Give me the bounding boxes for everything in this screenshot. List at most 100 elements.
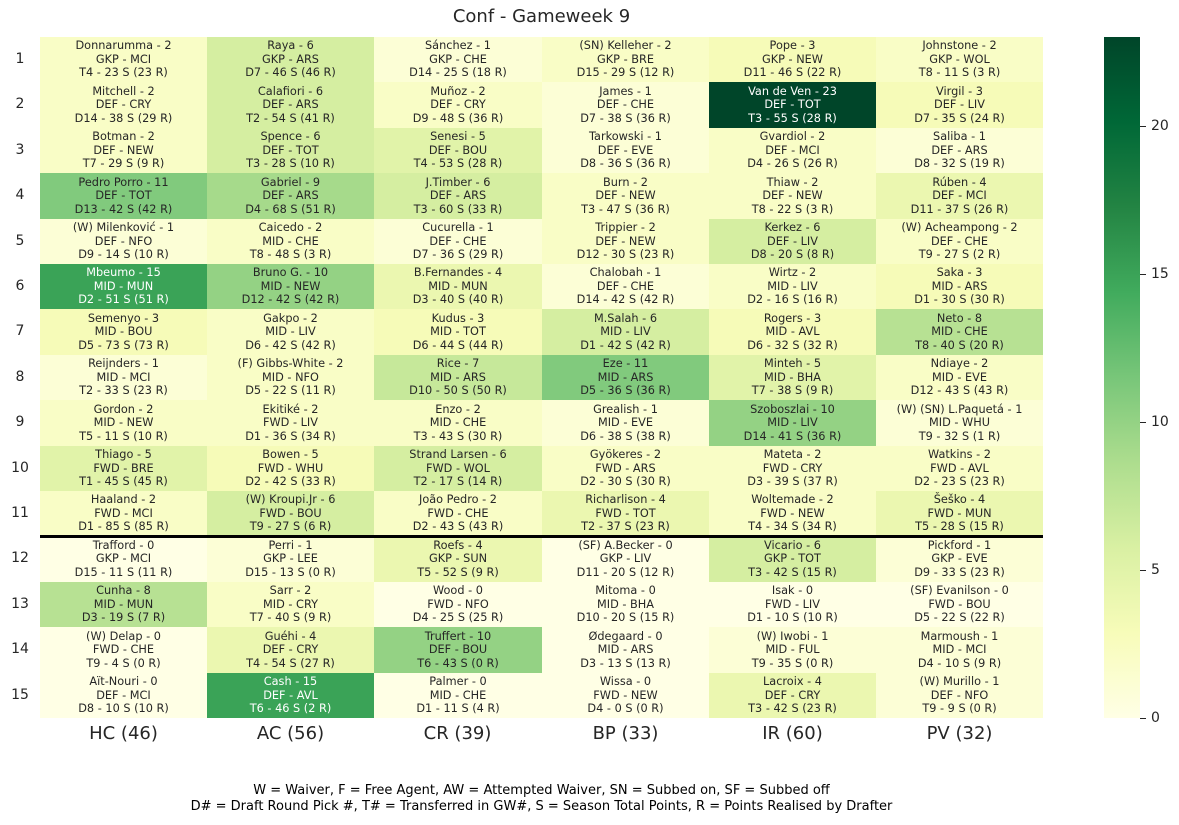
colorbar-tick-label: 20: [1151, 118, 1169, 134]
cell-text-line: T6 - 43 S (0 R): [417, 656, 499, 670]
cell-text-line: D13 - 42 S (42 R): [74, 202, 173, 216]
cell-text-line: T7 - 38 S (9 R): [751, 384, 834, 398]
cell-text-line: D12 - 43 S (43 R): [910, 384, 1009, 398]
heatmap-cell: (W) Kroupi.Jr - 6 FWD - BOU T9 - 27 S (6 R…: [207, 491, 374, 536]
cell-text-line: DEF - ARS: [429, 189, 487, 203]
row-label: 12: [11, 550, 29, 566]
cell-text-line: DEF - TOT: [262, 143, 319, 157]
cell-text-line: GKP - MCI: [95, 52, 152, 66]
cell-text-line: Pedro Porro - 11: [78, 175, 169, 189]
cell-text-line: Chalobah - 1: [589, 266, 662, 280]
heatmap-cell: Pope - 3 GKP - NEW D11 - 46 S (22 R): [709, 37, 876, 82]
cell-text: (W) Kroupi.Jr - 6 FWD - BOU T9 - 27 S (6 R…: [246, 493, 336, 534]
cell-text-line: GKP - LIV: [599, 552, 652, 566]
cell-text-line: T3 - 55 S (28 R): [748, 111, 837, 125]
cell-text-line: GKP - TOT: [764, 552, 821, 566]
heatmap-cell: Palmer - 0 MID - CHE D1 - 11 S (4 R): [374, 673, 542, 718]
heatmap-cell: Truffert - 10 DEF - BOU T6 - 43 S (0 R): [374, 627, 542, 673]
cell-text-line: D7 - 36 S (29 R): [412, 248, 504, 262]
cell-text-line: Gakpo - 2: [263, 311, 318, 325]
cell-text-line: Palmer - 0: [429, 675, 487, 689]
row-label: 9: [15, 414, 25, 430]
cell-text: Pickford - 1 GKP - EVE D9 - 33 S (23 R): [914, 539, 1005, 580]
heatmap-cell: Lacroix - 4 DEF - CRY T3 - 42 S (23 R): [709, 673, 876, 718]
heatmap-cell: Thiago - 5 FWD - BRE T1 - 45 S (45 R): [40, 446, 207, 491]
cell-text-line: Caicedo - 2: [258, 221, 323, 235]
cell-text-line: DEF - MCI: [932, 189, 987, 203]
cell-text-line: Wirtz - 2: [768, 266, 817, 280]
cell-text-line: D14 - 38 S (29 R): [74, 111, 173, 125]
cell-text: Truffert - 10 DEF - BOU T6 - 43 S (0 R): [417, 630, 499, 671]
cell-text-line: MID - CHE: [429, 688, 487, 702]
cell-text-line: GKP - NEW: [761, 52, 823, 66]
cell-text-line: DEF - BOU: [428, 143, 488, 157]
cell-text-line: GKP - EVE: [931, 552, 988, 566]
row-label: 14: [11, 641, 29, 657]
cell-text: Watkins - 2 FWD - AVL D2 - 23 S (23 R): [914, 448, 1005, 489]
cell-text: Neto - 8 MID - CHE T8 - 40 S (20 R): [915, 312, 1004, 353]
cell-text-line: DEF - NFO: [930, 688, 989, 702]
cell-text: Mitoma - 0 MID - BHA D10 - 20 S (15 R): [577, 584, 675, 625]
cell-text: J.Timber - 6 DEF - ARS T3 - 60 S (33 R): [414, 176, 503, 217]
cell-text-line: D5 - 73 S (73 R): [78, 338, 169, 352]
cell-text-line: GKP - MCI: [95, 552, 152, 566]
cell-text: Spence - 6 DEF - TOT T3 - 28 S (10 R): [246, 130, 335, 171]
heatmap-cell: Rogers - 3 MID - AVL D6 - 32 S (32 R): [709, 309, 876, 355]
cell-text-line: FWD - CRY: [762, 461, 823, 475]
cell-text-line: Enzo - 2: [435, 402, 481, 416]
cell-text-line: Kudus - 3: [431, 311, 485, 325]
cell-text-line: Cunha - 8: [96, 584, 151, 598]
cell-text-line: T5 - 28 S (15 R): [915, 520, 1004, 534]
heatmap-cell: Wood - 0 FWD - NFO D4 - 25 S (25 R): [374, 582, 542, 627]
cell-text-line: MID - MUN: [93, 279, 154, 293]
cell-text-line: D4 - 0 S (0 R): [587, 702, 664, 716]
heatmap-cell: Caicedo - 2 MID - CHE T8 - 48 S (3 R): [207, 219, 374, 264]
cell-text-line: D2 - 51 S (51 R): [78, 293, 169, 307]
cell-text-line: FWD - AVL: [930, 461, 989, 475]
cell-text-line: GKP - CHE: [429, 52, 487, 66]
cell-text: Wood - 0 FWD - NFO D4 - 25 S (25 R): [413, 584, 504, 625]
cell-text-line: Rogers - 3: [763, 311, 822, 325]
cell-text-line: Minteh - 5: [763, 357, 822, 371]
cell-text: (SF) A.Becker - 0 GKP - LIV D11 - 20 S (12…: [577, 539, 675, 580]
cell-text-line: T9 - 32 S (1 R): [918, 429, 1001, 443]
row-label: 4: [15, 187, 25, 203]
cell-text: Gakpo - 2 MID - LIV D6 - 42 S (42 R): [245, 312, 336, 353]
cell-text-line: Mitchell - 2: [92, 84, 155, 98]
heatmap-cell: J.Timber - 6 DEF - ARS T3 - 60 S (33 R): [374, 173, 542, 219]
cell-text-line: MID - BHA: [596, 597, 654, 611]
cell-text-line: D3 - 13 S (13 R): [580, 656, 671, 670]
cell-text-line: Truffert - 10: [424, 629, 492, 643]
cell-text: Mbeumo - 15 MID - MUN D2 - 51 S (51 R): [78, 266, 169, 307]
cell-text: (W) (SN) L.Paquetá - 1 MID - WHU T9 - 32 S…: [897, 403, 1023, 444]
cell-text-line: DEF - ARS: [262, 98, 319, 112]
cell-text-line: MID - CRY: [263, 597, 318, 611]
colorbar-tick-label: 15: [1151, 266, 1169, 282]
cell-text-line: D5 - 22 S (22 R): [914, 611, 1005, 625]
cell-text: Gabriel - 9 DEF - ARS D4 - 68 S (51 R): [245, 176, 336, 217]
cell-text-line: T7 - 40 S (9 R): [249, 611, 332, 625]
row-label: 3: [15, 142, 25, 158]
cell-text: Semenyo - 3 MID - BOU D5 - 73 S (73 R): [78, 312, 169, 353]
footnote-line-2: D# = Draft Round Pick #, T# = Transferre…: [190, 799, 893, 814]
cell-text-line: Gordon - 2: [93, 402, 154, 416]
cell-text-line: MID - NEW: [260, 279, 321, 293]
row-label: 8: [15, 369, 25, 385]
cell-text: James - 1 DEF - CHE D7 - 38 S (36 R): [580, 85, 671, 126]
heatmap-cell: Strand Larsen - 6 FWD - WOL T2 - 17 S (14 …: [374, 446, 542, 491]
cell-text-line: Sánchez - 1: [425, 39, 491, 53]
heatmap-cell: Ndiaye - 2 MID - EVE D12 - 43 S (43 R): [876, 355, 1043, 400]
cell-text-line: MID - BHA: [763, 370, 821, 384]
cell-text-line: DEF - NEW: [595, 189, 656, 203]
heatmap-cell: Tarkowski - 1 DEF - EVE D8 - 36 S (36 R): [542, 128, 709, 173]
cell-text-line: B.Fernandes - 4: [413, 266, 503, 280]
cell-text-line: (W) Delap - 0: [86, 629, 161, 643]
cell-text-line: T8 - 48 S (3 R): [249, 248, 332, 262]
cell-text-line: João Pedro - 2: [419, 493, 497, 507]
heatmap-cell: Trippier - 2 DEF - NEW D12 - 30 S (23 R): [542, 219, 709, 264]
cell-text: Bowen - 5 FWD - WHU D2 - 42 S (33 R): [245, 448, 336, 489]
cell-text-line: T5 - 52 S (9 R): [417, 565, 499, 579]
heatmap-cell: Chalobah - 1 DEF - CHE D14 - 42 S (42 R): [542, 264, 709, 309]
cell-text: Woltemade - 2 FWD - NEW T4 - 34 S (34 R): [748, 493, 837, 534]
cell-text-line: Bowen - 5: [262, 448, 319, 462]
